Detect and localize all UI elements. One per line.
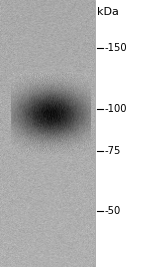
Text: kDa: kDa (97, 7, 119, 17)
Text: -75: -75 (104, 146, 121, 156)
Text: -100: -100 (104, 104, 127, 115)
Text: -150: -150 (104, 43, 127, 53)
Text: -50: -50 (104, 206, 120, 216)
